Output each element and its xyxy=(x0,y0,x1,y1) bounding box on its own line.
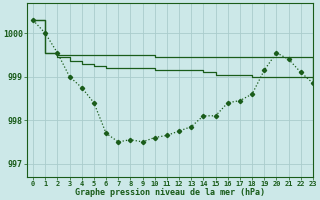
X-axis label: Graphe pression niveau de la mer (hPa): Graphe pression niveau de la mer (hPa) xyxy=(75,188,265,197)
